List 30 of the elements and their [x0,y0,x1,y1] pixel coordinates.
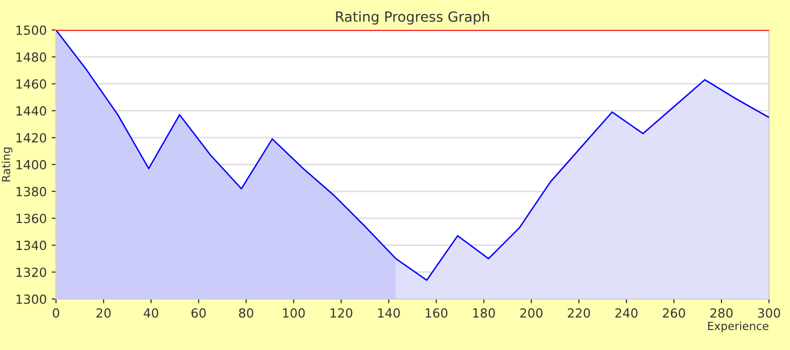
x-tick-label: 0 [52,308,60,318]
y-tick-label: 1440 [16,106,46,116]
x-tick-label: 60 [192,308,206,318]
y-tick-label: 1360 [16,214,46,224]
x-tick-label: 140 [378,308,400,318]
chart-title: Rating Progress Graph [336,11,490,25]
x-tick-label: 220 [568,308,590,318]
x-tick-label: 20 [96,308,111,318]
y-tick-label: 1400 [16,160,46,170]
y-tick-label: 1480 [16,52,46,62]
x-tick-label: 120 [330,308,352,318]
y-axis-title: Rating [2,148,12,182]
x-tick-label: 180 [473,308,495,318]
y-tick-label: 1420 [16,133,46,143]
x-tick-label: 260 [662,308,686,318]
y-tick-label: 1460 [16,79,46,89]
y-tick-label: 1340 [16,240,46,250]
y-tick-label: 1300 [16,294,46,304]
x-tick-label: 100 [283,308,305,318]
x-tick-label: 300 [758,308,780,318]
y-tick-label: 1380 [16,186,46,196]
x-tick-label: 280 [710,308,733,318]
x-axis-title: Experience [708,322,768,332]
x-tick-label: 160 [426,308,448,318]
x-tick-label: 80 [239,308,254,318]
y-tick-label: 1500 [16,25,46,35]
x-tick-label: 240 [615,308,638,318]
x-tick-label: 200 [520,308,542,318]
y-tick-label: 1320 [16,268,46,278]
x-tick-label: 40 [144,308,158,318]
